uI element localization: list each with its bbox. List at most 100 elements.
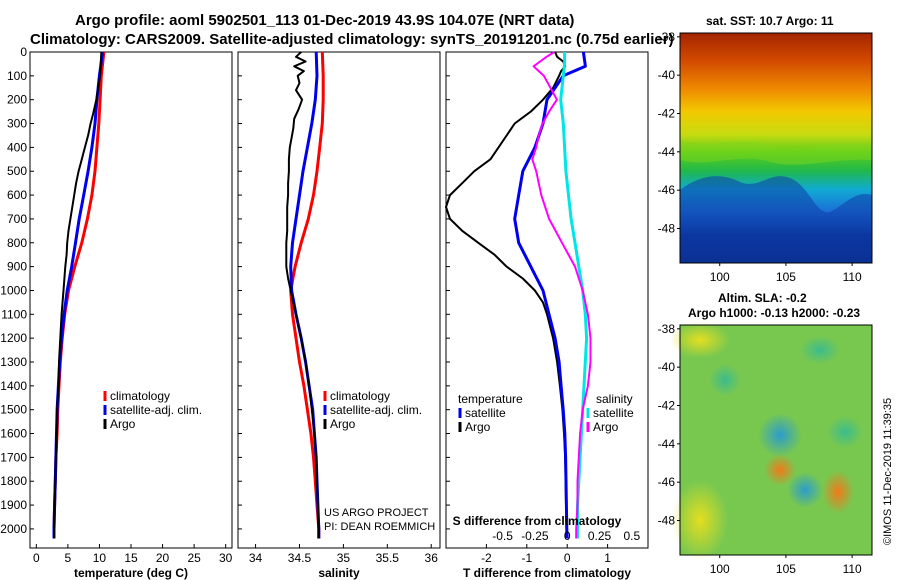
x-tick-label: 35.5 bbox=[376, 551, 400, 565]
series-line-argo bbox=[531, 51, 592, 539]
sla-blob bbox=[670, 322, 730, 358]
y-tick-label: 1100 bbox=[1, 307, 27, 321]
map-y-tick-label: -46 bbox=[658, 183, 676, 197]
y-tick-label: 0 bbox=[20, 45, 27, 59]
y-tick-label: 1600 bbox=[0, 427, 27, 441]
sst-map-panel: sat. SST: 10.7 Argo: 11 100 105 110 -38 -40 -… bbox=[658, 14, 873, 284]
sla-blob bbox=[800, 336, 840, 364]
legend-label: climatology bbox=[110, 389, 170, 403]
y-tick-label: 1200 bbox=[0, 331, 27, 345]
map-y-tick-label: -38 bbox=[658, 30, 676, 44]
x2-tick-label: -0.25 bbox=[521, 529, 549, 543]
map-y-tick-label: -48 bbox=[658, 514, 676, 528]
y-tick-label: 800 bbox=[7, 236, 27, 250]
legend-label: climatology bbox=[330, 389, 390, 403]
x2-tick-label: 0.25 bbox=[588, 529, 612, 543]
x-tick-label: -1 bbox=[521, 551, 532, 565]
sla-blob bbox=[822, 470, 854, 514]
series-line-satellite-adj--clim- bbox=[52, 51, 105, 539]
y-tick-label: 1900 bbox=[0, 498, 27, 512]
title-line-2: Climatology: CARS2009. Satellite-adjuste… bbox=[30, 31, 674, 48]
credit-imos: ©IMOS 11-Dec-2019 11:39:35 bbox=[882, 398, 894, 545]
legend-label: satellite-adj. clim. bbox=[110, 403, 202, 417]
x-axis-label: temperature (deg C) bbox=[74, 566, 188, 580]
sla-map-frame bbox=[679, 324, 873, 556]
x-tick-label: 0 bbox=[33, 551, 40, 565]
series-line-satellite bbox=[559, 52, 589, 539]
map-x-tick-label: 110 bbox=[843, 562, 862, 576]
sla-blob bbox=[787, 472, 823, 508]
x-tick-label: 1 bbox=[604, 551, 611, 565]
map-x-tick-label: 110 bbox=[843, 270, 862, 284]
sla-map-panel: Altim. SLA: -0.2 Argo h1000: -0.13 h2000… bbox=[658, 291, 873, 576]
sst-map-frame bbox=[679, 32, 873, 264]
y-tick-label: 200 bbox=[7, 93, 27, 107]
sst-map-front bbox=[680, 176, 872, 263]
x-tick-label: 5 bbox=[65, 551, 72, 565]
sla-blob bbox=[672, 480, 728, 560]
credit-pi: PI: DEAN ROEMMICH bbox=[324, 521, 435, 533]
y-tick-label: 900 bbox=[7, 260, 27, 274]
y-tick-label: 1500 bbox=[0, 403, 27, 417]
x-tick-label: 0 bbox=[564, 551, 571, 565]
salinity-panel: 34 34.5 35 35.5 36 salinity climatologysatelli… bbox=[237, 51, 441, 580]
title-line-1: Argo profile: aoml 5902501_113 01-Dec-20… bbox=[75, 12, 574, 29]
map-x-tick-label: 105 bbox=[776, 270, 796, 284]
sla-blob bbox=[758, 413, 802, 457]
x-axis-label: salinity bbox=[318, 566, 360, 580]
x-tick-label: 36 bbox=[425, 551, 439, 565]
x-axis-label-secondary: S difference from climatology bbox=[453, 514, 622, 528]
map-x-tick-label: 100 bbox=[710, 270, 730, 284]
map-y-tick-label: -46 bbox=[658, 475, 676, 489]
y-tick-label: 700 bbox=[7, 212, 27, 226]
x2-tick-label: -0.5 bbox=[492, 529, 513, 543]
legend-label: Argo bbox=[110, 417, 136, 431]
legend-title-temperature: temperature bbox=[458, 392, 523, 406]
y-tick-label: 300 bbox=[7, 117, 27, 131]
legend-label: satellite-adj. clim. bbox=[330, 403, 422, 417]
series-line-argo bbox=[445, 51, 568, 539]
credit-project: US ARGO PROJECT bbox=[324, 507, 429, 519]
map-y-tick-label: -40 bbox=[658, 360, 676, 374]
plot-frame bbox=[445, 51, 649, 549]
map-y-tick-label: -38 bbox=[658, 322, 676, 336]
x-tick-label: 35 bbox=[337, 551, 351, 565]
map-y-tick-label: -44 bbox=[658, 145, 676, 159]
map-x-tick-label: 105 bbox=[776, 562, 796, 576]
x-tick-label: 30 bbox=[219, 551, 233, 565]
x-tick-label: -2 bbox=[481, 551, 492, 565]
map-x-tick-label: 100 bbox=[710, 562, 730, 576]
map-y-tick-label: -40 bbox=[658, 68, 676, 82]
legend-label: Argo bbox=[593, 420, 619, 434]
map-y-tick-label: -48 bbox=[658, 222, 676, 236]
series-line-satellite bbox=[513, 51, 587, 539]
sla-map-title-1: Altim. SLA: -0.2 bbox=[718, 291, 807, 305]
plot-frame bbox=[29, 51, 233, 549]
y-tick-label: 500 bbox=[7, 164, 27, 178]
x-tick-label: 15 bbox=[124, 551, 138, 565]
x-tick-label: 20 bbox=[156, 551, 170, 565]
x-axis-label: T difference from climatology bbox=[463, 566, 631, 580]
series-line-argo bbox=[53, 51, 103, 539]
y-tick-label: 1700 bbox=[0, 450, 27, 464]
legend-label: Argo bbox=[465, 420, 491, 434]
x-tick-label: 10 bbox=[93, 551, 107, 565]
x-tick-label: 34.5 bbox=[288, 551, 312, 565]
x-tick-label: 34 bbox=[249, 551, 263, 565]
map-y-tick-label: -44 bbox=[658, 437, 676, 451]
sst-map-title: sat. SST: 10.7 Argo: 11 bbox=[706, 14, 834, 28]
map-y-tick-label: -42 bbox=[658, 399, 676, 413]
series-line-argo bbox=[285, 51, 320, 539]
sla-map-title-2: Argo h1000: -0.13 h2000: -0.23 bbox=[688, 306, 860, 320]
sla-blob bbox=[709, 364, 741, 396]
x2-tick-label: 0 bbox=[564, 529, 571, 543]
plot-frame bbox=[237, 51, 441, 549]
y-tick-label: 400 bbox=[7, 140, 27, 154]
legend-label: satellite bbox=[465, 406, 506, 420]
y-tick-label: 1400 bbox=[0, 379, 27, 393]
series-line-climatology bbox=[52, 51, 106, 539]
y-tick-label: 2000 bbox=[0, 522, 27, 536]
sst-map-warm-band bbox=[680, 140, 872, 165]
y-tick-label: 1300 bbox=[0, 355, 27, 369]
